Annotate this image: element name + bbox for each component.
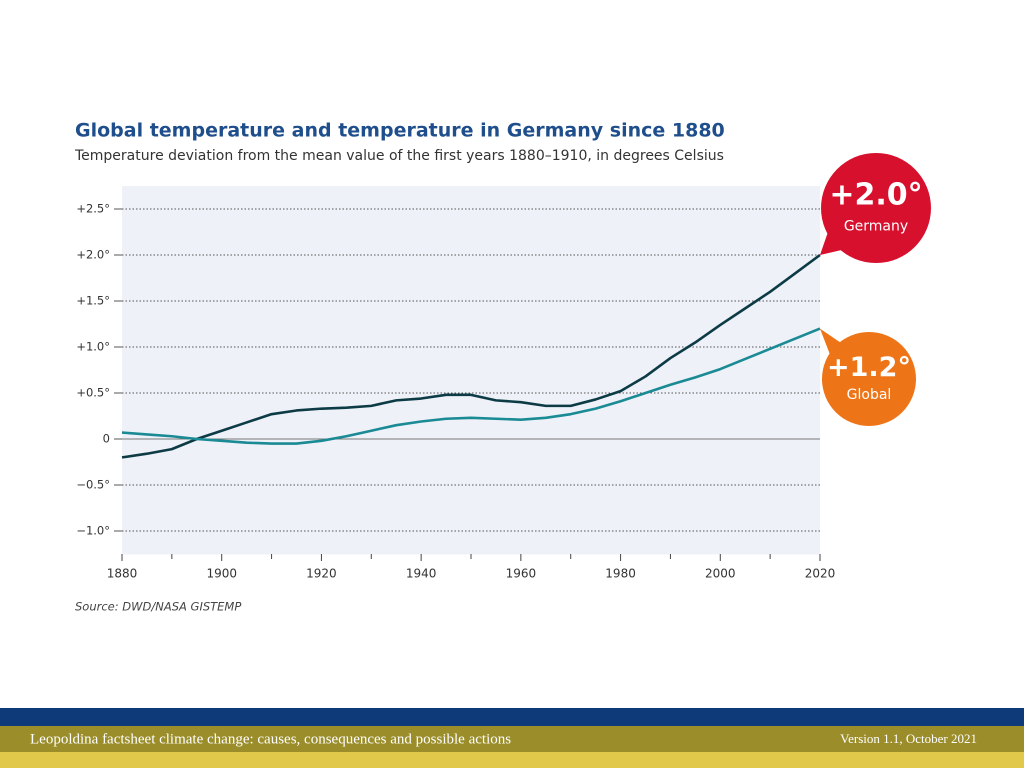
chart-subtitle: Temperature deviation from the mean valu… <box>74 148 724 164</box>
callout-bubble <box>822 332 916 426</box>
footer-version: Version 1.1, October 2021 <box>840 731 977 746</box>
footer-band <box>0 726 1024 752</box>
callout-value: +1.2° <box>827 352 911 383</box>
y-tick-label: +1.5° <box>76 294 110 308</box>
x-tick-label: 1940 <box>406 567 437 581</box>
y-tick-label: +2.0° <box>76 248 110 262</box>
y-tick-label: −0.5° <box>76 478 110 492</box>
plot-area <box>122 186 820 554</box>
callout-label: Global <box>847 387 892 403</box>
x-tick-label: 2020 <box>805 567 836 581</box>
callout-value: +2.0° <box>829 177 922 212</box>
chart-title: Global temperature and temperature in Ge… <box>75 120 725 142</box>
y-tick-label: +1.0° <box>76 340 110 354</box>
footer-band <box>0 752 1024 768</box>
footer-band <box>0 708 1024 726</box>
x-tick-label: 1980 <box>605 567 636 581</box>
x-tick-label: 1960 <box>506 567 537 581</box>
x-tick-label: 2000 <box>705 567 736 581</box>
x-tick-label: 1880 <box>107 567 138 581</box>
y-tick-label: 0 <box>103 432 110 446</box>
series-line <box>121 253 821 459</box>
source: Source: DWD/NASA GISTEMP <box>75 600 241 614</box>
series-line <box>121 327 821 445</box>
y-tick-label: +0.5° <box>76 386 110 400</box>
callout-label: Germany <box>844 219 908 235</box>
x-tick-label: 1920 <box>306 567 337 581</box>
footer-text: Leopoldina factsheet climate change: cau… <box>30 731 511 747</box>
x-tick-label: 1900 <box>206 567 237 581</box>
y-tick-label: −1.0° <box>76 524 110 538</box>
callout-bubble <box>821 153 931 263</box>
y-tick-label: +2.5° <box>76 202 110 216</box>
